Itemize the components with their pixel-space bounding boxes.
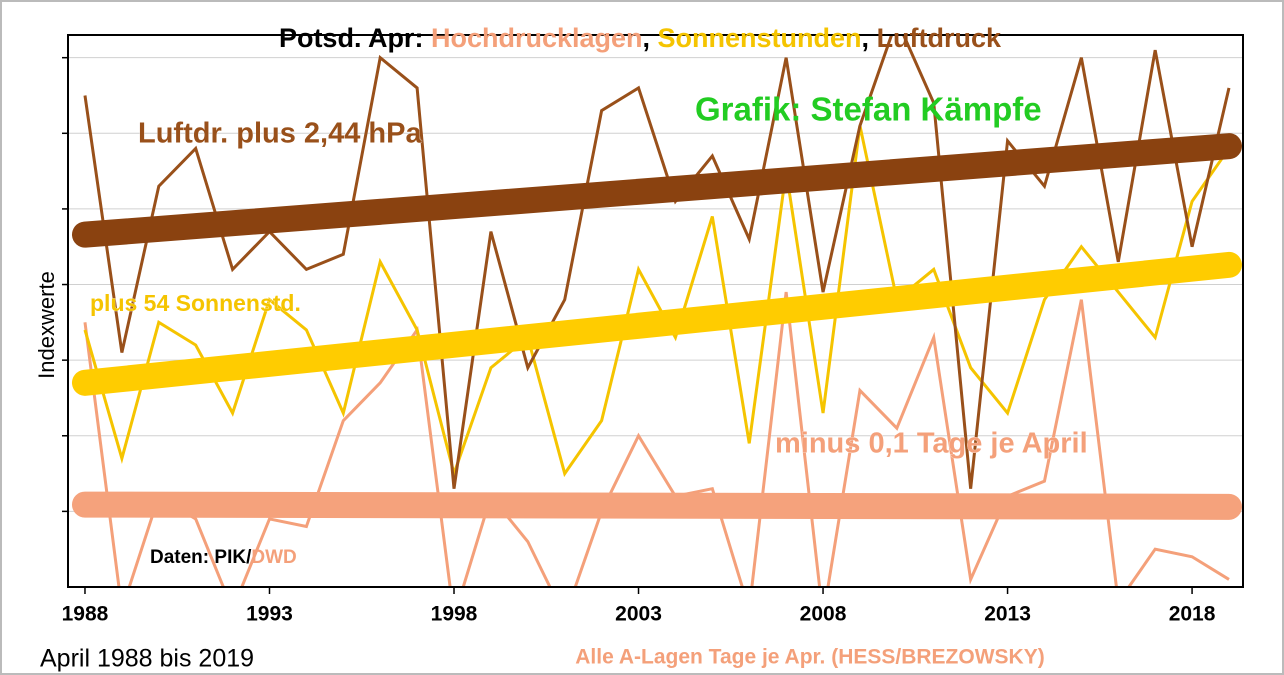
legend-entry: Sonnenstunden	[658, 23, 862, 53]
trend-line	[71, 491, 1242, 520]
series-line	[83, 125, 1231, 479]
plot-area	[71, 35, 1242, 587]
x-tick-label: 1988	[62, 603, 109, 626]
x-axis-label: Alle A-Lagen Tage je Apr. (HESS/BREZOWSK…	[575, 646, 1044, 669]
annotation: plus 54 Sonnenstd.	[90, 290, 301, 316]
x-tick-label: 2013	[984, 603, 1031, 626]
x-tick-label: 2018	[1169, 603, 1216, 626]
y-axis-label: Indexwerte	[34, 271, 59, 379]
annotation: Luftdr. plus 2,44 hPa	[138, 118, 422, 150]
x-tick-label: 1998	[431, 603, 478, 626]
series-line	[83, 35, 1231, 489]
trend-line	[71, 251, 1242, 396]
plot-border	[67, 34, 1244, 588]
x-tick-label: 1993	[246, 603, 293, 626]
title-separator: ,	[862, 23, 870, 53]
x-ticks: 1988 1993 1998 2003 2008 2013 2018	[62, 587, 1216, 626]
x-tick-label: 2008	[800, 603, 847, 626]
source-part: DWD	[251, 547, 296, 568]
title-separator: ,	[643, 23, 651, 53]
source: Daten: PIK/DWD	[150, 547, 297, 568]
title-lead: Potsd. Apr:	[279, 23, 424, 53]
annotation: minus 0,1 Tage je April	[775, 428, 1088, 460]
x-tick-label: 2003	[615, 603, 662, 626]
subtitle: April 1988 bis 2019	[40, 645, 254, 673]
legend-entry: Luftdruck	[877, 23, 1002, 53]
annotations: Luftdr. plus 2,44 hPa plus 54 Sonnenstd. m…	[90, 91, 1088, 568]
trend-line	[71, 133, 1242, 248]
legend-entry: Hochdrucklagen	[431, 23, 643, 53]
credit: Grafik: Stefan Kämpfe	[695, 91, 1042, 128]
series-line	[83, 291, 1230, 587]
source-part: Daten: PIK/	[150, 547, 252, 568]
chart-title: Potsd. Apr: Hochdrucklagen, Sonnenstunde…	[279, 23, 1002, 53]
